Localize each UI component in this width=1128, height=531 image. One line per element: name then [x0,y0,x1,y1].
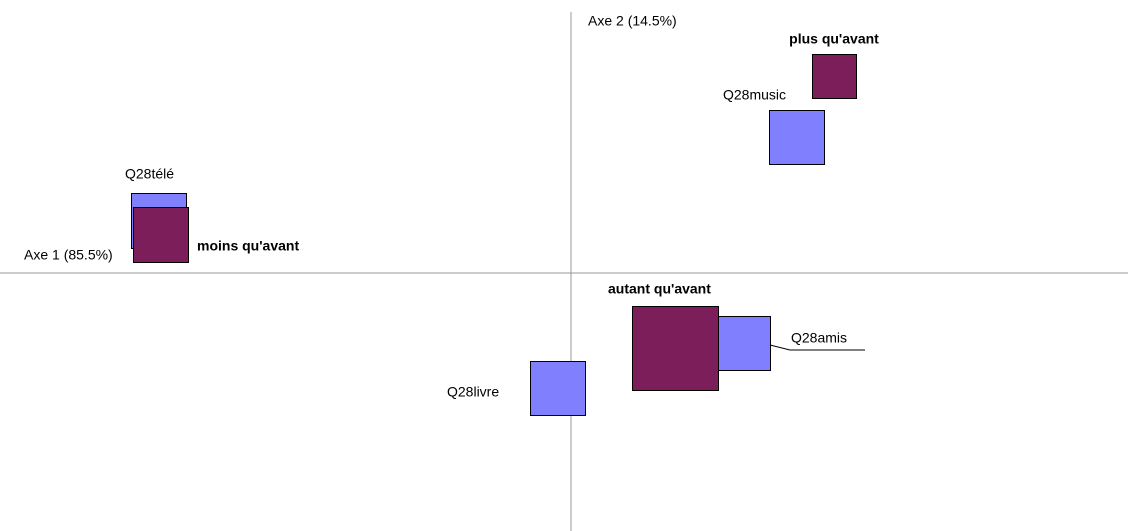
point [716,316,771,371]
point-label: moins qu'avant [197,238,299,254]
point-label: Q28music [723,87,786,103]
point-label: Q28amis [791,330,847,346]
point [812,54,857,99]
point-label: Q28télé [125,166,174,182]
y-axis-label: Axe 2 (14.5%) [588,13,677,29]
x-axis-label: Axe 1 (85.5%) [24,247,113,263]
point [632,306,719,391]
leader-line [769,344,865,351]
point-label: Q28livre [447,384,499,400]
point-label: autant qu'avant [608,281,711,297]
point-label: plus qu'avant [789,31,879,47]
point [133,207,189,263]
point [769,110,825,165]
point [530,361,586,416]
